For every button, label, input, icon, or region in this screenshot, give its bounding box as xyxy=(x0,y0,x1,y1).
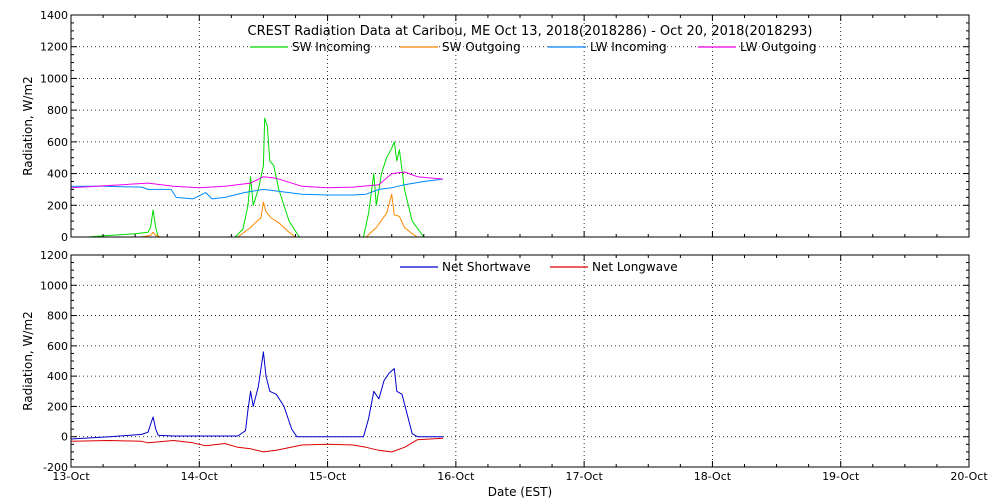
legend-label-net-shortwave: Net Shortwave xyxy=(442,260,531,274)
panel-2-y-tick-label: 1200 xyxy=(40,249,68,262)
axis-layer: 0 200 400 600 800 1000 1200 1400 Radiation, W/m2… xyxy=(21,9,988,483)
panel-1-y-tick-label: 0 xyxy=(61,231,68,244)
panel-2-frame xyxy=(70,254,970,468)
x-axis-label: Date (EST) xyxy=(488,485,552,499)
panel-1-y-tick-label: 800 xyxy=(47,104,68,117)
series-layer xyxy=(70,117,444,453)
panel-1-y-tick-label: 1400 xyxy=(40,9,68,22)
legend-label-lw-incoming: LW Incoming xyxy=(590,40,667,54)
legend-label-sw-incoming: SW Incoming xyxy=(292,40,371,54)
legend-layer: SW Incoming SW Outgoing LW Incoming LW Outg… xyxy=(250,40,817,274)
panel-2-y-tick-label: 200 xyxy=(47,400,68,413)
series-line-lw-outgoing xyxy=(70,171,444,189)
x-tick-label: 15-Oct xyxy=(309,470,347,483)
panel-1-y-tick-label: 1000 xyxy=(40,72,68,85)
x-tick-label: 16-Oct xyxy=(437,470,475,483)
panel-2-y-axis-label: Radiation, W/m2 xyxy=(21,311,35,411)
series-line-net-longwave xyxy=(70,437,444,453)
panel-1-y-tick-label: 600 xyxy=(47,136,68,149)
x-tick-label: 17-Oct xyxy=(565,470,603,483)
series-line-sw-incoming xyxy=(87,117,425,238)
panel-2-y-tick-label: 400 xyxy=(47,370,68,383)
panel-1-y-axis-label: Radiation, W/m2 xyxy=(21,76,35,176)
panel-2-y-tick-label: 800 xyxy=(47,310,68,323)
grid-layer xyxy=(71,15,969,467)
panel-2-y-tick-label: -200 xyxy=(43,461,68,474)
panel-2-y-tick-label: 1000 xyxy=(40,279,68,292)
panel-1-y-tick-label: 200 xyxy=(47,199,68,212)
panel-1-y-tick-label: 400 xyxy=(47,168,68,181)
x-tick-label: 18-Oct xyxy=(694,470,732,483)
x-tick-label: 13-Oct xyxy=(52,470,90,483)
x-tick-label: 19-Oct xyxy=(822,470,860,483)
legend-label-sw-outgoing: SW Outgoing xyxy=(442,40,521,54)
x-tick-label: 14-Oct xyxy=(181,470,219,483)
panel-2-y-tick-label: 0 xyxy=(61,431,68,444)
chart-title: CREST Radiation Data at Caribou, ME Oct … xyxy=(248,24,813,39)
series-line-net-shortwave xyxy=(70,351,443,440)
series-line-lw-incoming xyxy=(71,178,444,200)
panel-2-y-tick-label: 600 xyxy=(47,340,68,353)
panel-1-y-tick-label: 1200 xyxy=(40,41,68,54)
legend-label-lw-outgoing: LW Outgoing xyxy=(740,40,817,54)
legend-label-net-longwave: Net Longwave xyxy=(592,260,678,274)
x-tick-label: 20-Oct xyxy=(950,470,988,483)
